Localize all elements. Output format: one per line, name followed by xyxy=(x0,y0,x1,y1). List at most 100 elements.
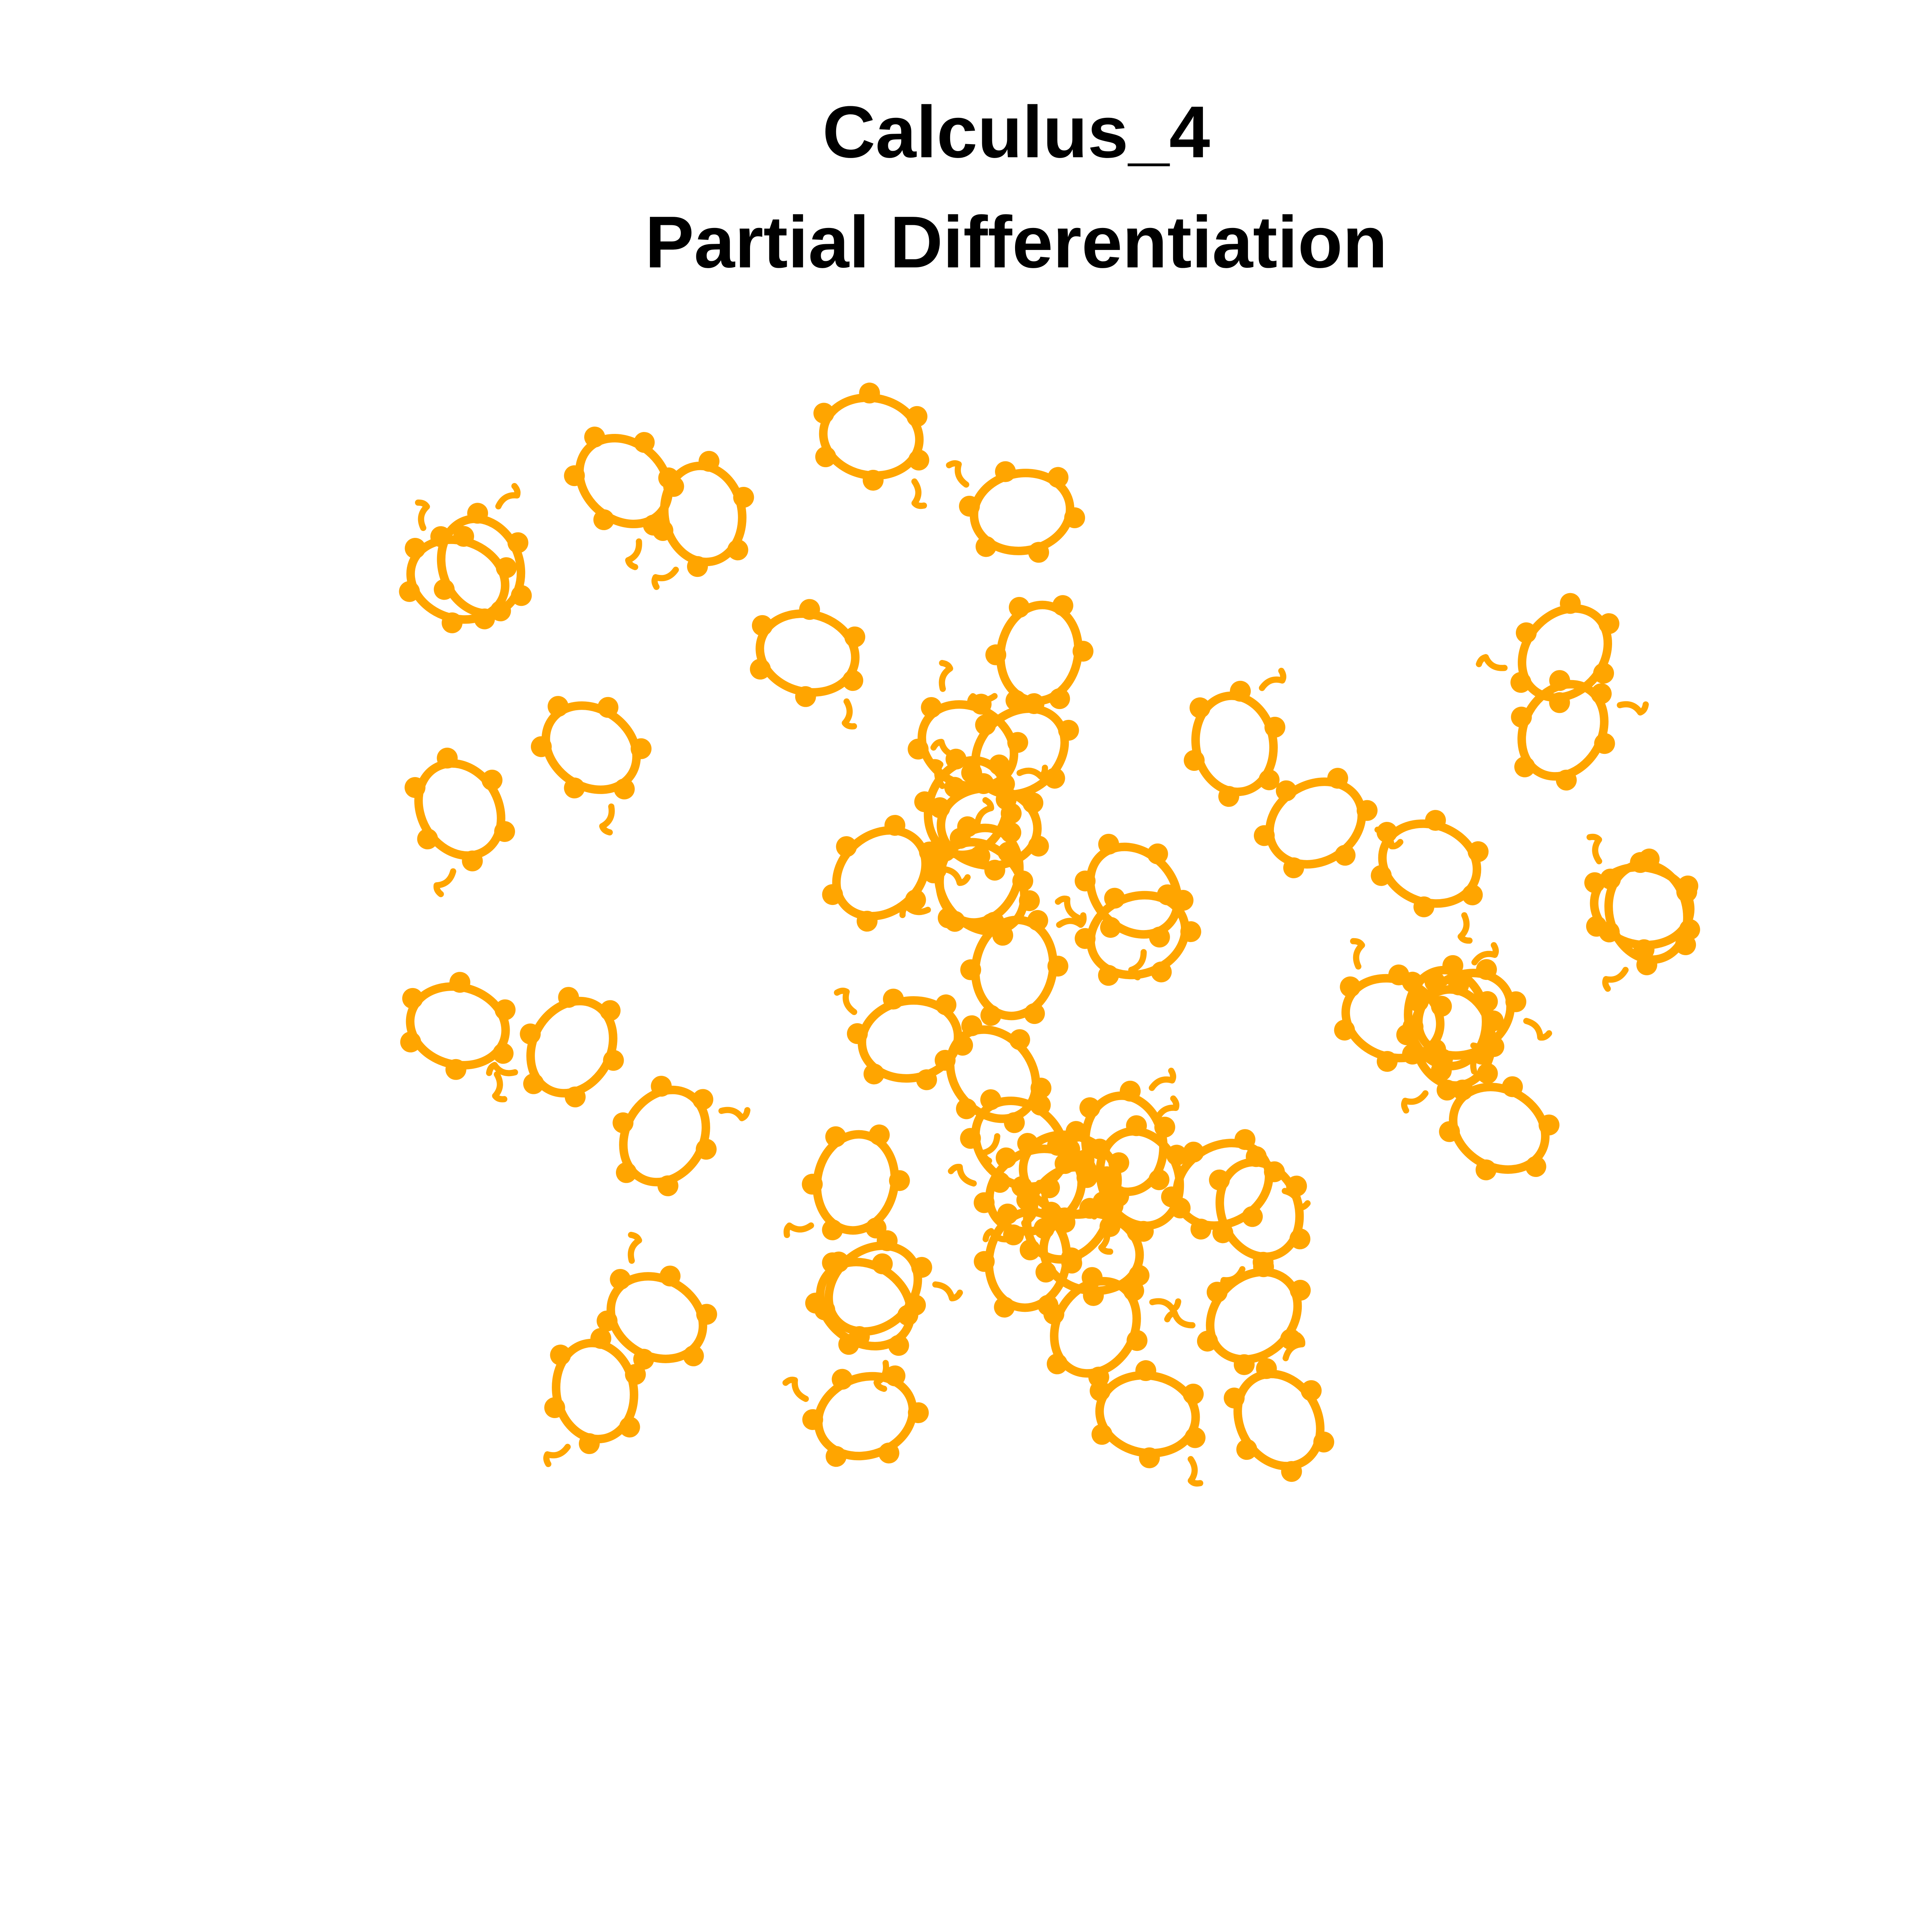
ring-outline xyxy=(1206,1267,1302,1364)
petal-bump xyxy=(1180,921,1201,942)
petal-bump xyxy=(1335,845,1356,866)
petal-bump xyxy=(1538,1114,1560,1136)
petal-bump xyxy=(1073,1150,1095,1171)
curl-tail xyxy=(651,566,679,590)
ring-outline xyxy=(1095,1371,1200,1458)
petal-bump xyxy=(462,850,483,872)
petal-bump xyxy=(995,1147,1017,1168)
orange-flower-ring-icon xyxy=(834,988,973,1090)
petal-bump xyxy=(876,1230,898,1251)
petal-bump xyxy=(442,612,463,633)
petal-bump xyxy=(1327,768,1348,789)
orange-flower-ring-icon xyxy=(813,383,929,509)
petal-bump xyxy=(1253,825,1275,846)
petal-bump xyxy=(1556,769,1577,791)
petal-bump xyxy=(1425,810,1446,831)
petal-bump xyxy=(1679,919,1700,940)
ring-outline xyxy=(996,600,1083,706)
petal-bump xyxy=(980,1005,1002,1026)
petal-bump xyxy=(1061,1247,1082,1269)
orange-flower-ring-icon xyxy=(430,483,532,629)
orange-flower-ring-icon xyxy=(1371,810,1489,944)
petal-bump xyxy=(496,557,517,578)
petal-bump xyxy=(795,686,816,707)
petal-bump xyxy=(1027,910,1048,931)
petal-bump xyxy=(1224,1388,1245,1409)
petal-bump xyxy=(733,487,754,508)
petal-bump xyxy=(625,1364,646,1385)
petal-bump xyxy=(1126,1115,1147,1136)
petal-bump xyxy=(906,406,928,427)
petal-bump xyxy=(1264,717,1286,738)
petal-bump xyxy=(888,1335,909,1356)
orange-flower-ring-icon xyxy=(814,1230,963,1347)
petal-bump xyxy=(897,1304,918,1326)
petal-bump xyxy=(1090,1380,1111,1401)
petal-bump xyxy=(1340,976,1361,997)
petal-bump xyxy=(1633,939,1655,960)
petal-bump xyxy=(1510,672,1532,693)
petal-bump xyxy=(1549,692,1570,713)
petal-bump xyxy=(1439,1121,1460,1142)
orange-flower-ring-icon xyxy=(750,599,866,730)
petal-bump xyxy=(1183,1141,1204,1163)
petal-bump xyxy=(1483,1010,1504,1032)
petal-bump xyxy=(815,446,836,468)
petal-bump xyxy=(1256,1358,1277,1379)
petal-bump xyxy=(1259,769,1280,791)
petal-bump xyxy=(1104,888,1125,909)
petal-bump xyxy=(1584,872,1605,893)
petal-bump xyxy=(980,1089,1001,1111)
curl-tail xyxy=(946,460,969,488)
ring-outline xyxy=(437,514,526,618)
petal-bump xyxy=(1083,1285,1104,1306)
petal-bump xyxy=(593,509,614,531)
curl-tail xyxy=(433,868,456,897)
petal-bump xyxy=(1075,928,1096,949)
petal-bump xyxy=(1157,884,1178,905)
petal-bump xyxy=(1108,1186,1129,1207)
petal-bump xyxy=(610,1269,631,1290)
petal-bump xyxy=(1119,1080,1141,1102)
petal-bump xyxy=(474,608,495,629)
petal-bump xyxy=(1283,857,1304,878)
petal-bump xyxy=(842,670,864,691)
curl-tail xyxy=(842,698,857,730)
ring-outline xyxy=(946,1025,1041,1123)
petal-bump xyxy=(832,1369,853,1390)
orange-flower-ring-icon xyxy=(934,1015,1052,1164)
petal-bump xyxy=(752,615,773,636)
petal-bump xyxy=(849,1326,870,1347)
curl-tail xyxy=(1471,942,1499,966)
petal-bump xyxy=(946,748,967,770)
petal-bump xyxy=(1048,467,1069,488)
curl-tail xyxy=(932,1281,963,1301)
petal-bump xyxy=(1630,852,1651,873)
title-line-2: Partial Differentiation xyxy=(645,201,1388,283)
petal-bump xyxy=(949,828,971,849)
curl-tail xyxy=(911,478,927,509)
petal-bump xyxy=(430,526,451,547)
petal-bump xyxy=(1100,917,1121,938)
petal-bump xyxy=(1233,1354,1255,1375)
petal-bump xyxy=(1028,542,1049,563)
petal-bump xyxy=(1147,843,1168,864)
petal-bump xyxy=(1206,1282,1228,1303)
petal-bump xyxy=(1448,974,1469,995)
petal-bump xyxy=(1028,835,1049,857)
petal-bump xyxy=(961,1015,982,1036)
petal-bump xyxy=(975,536,997,557)
petal-bump xyxy=(828,1252,849,1273)
petal-bump xyxy=(467,503,488,524)
petal-bump xyxy=(1098,833,1119,855)
petal-bump xyxy=(1017,1133,1038,1154)
orange-flower-ring-icon xyxy=(597,1231,717,1370)
orange-flower-ring-icon xyxy=(1253,768,1403,878)
petal-bump xyxy=(1149,927,1170,948)
orange-flower-ring-icon xyxy=(486,987,624,1107)
petal-bump xyxy=(698,451,719,472)
ring-outline xyxy=(824,1241,922,1336)
petal-bump xyxy=(1591,683,1612,704)
orange-flower-ring-icon xyxy=(405,747,515,897)
